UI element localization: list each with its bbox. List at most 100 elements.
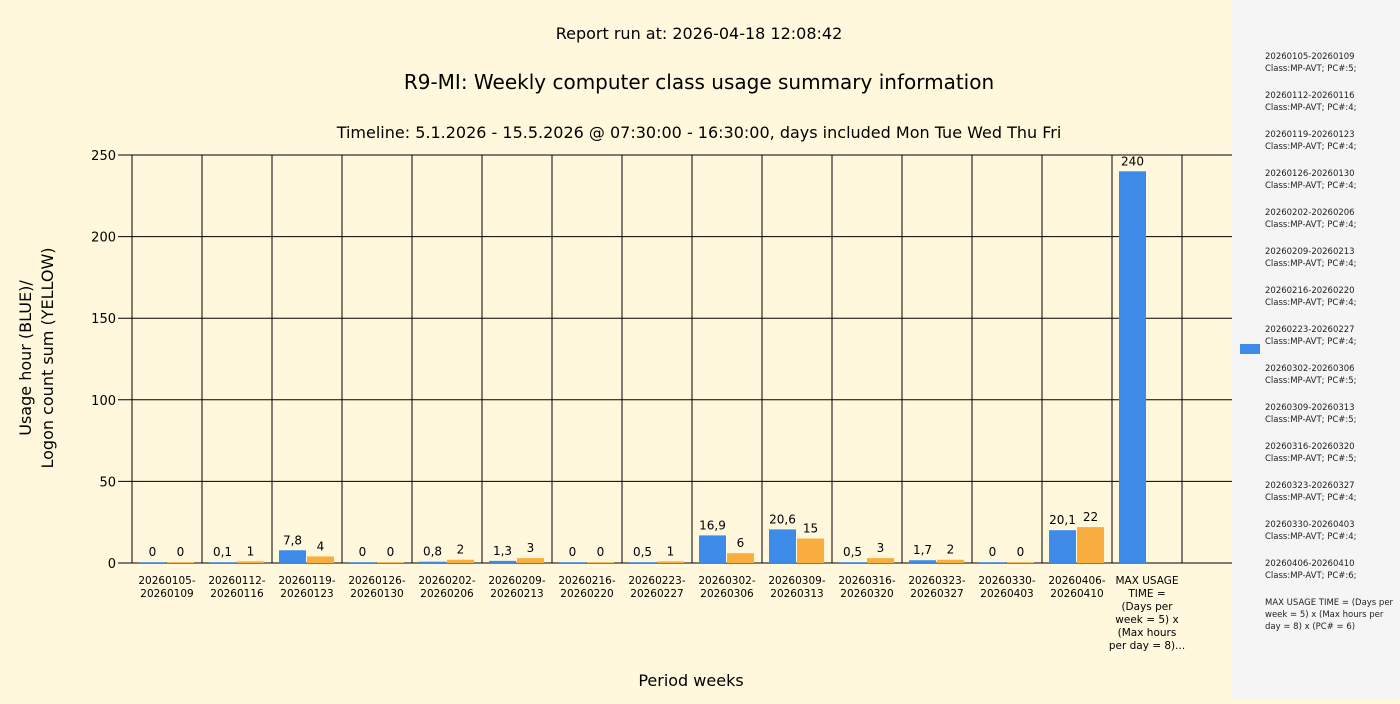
legend-entry-period: 20260202-20260206 <box>1265 208 1355 218</box>
logon-data-label: 0 <box>597 545 605 559</box>
logon-data-label: 3 <box>527 541 535 555</box>
legend-entry-info: Class:MP-AVT; PC#:4; <box>1265 259 1357 269</box>
logon-data-label: 0 <box>387 545 395 559</box>
x-tick-label-line: 20260130 <box>350 588 403 600</box>
x-tick-label-line: (Days per <box>1121 601 1173 613</box>
legend-entry: 20260105-20260109 Class:MP-AVT; PC#:5; <box>1265 51 1397 75</box>
logon-data-label: 2 <box>947 543 955 557</box>
legend-entry: 20260323-20260327 Class:MP-AVT; PC#:4; <box>1265 480 1397 504</box>
logon-data-label: 15 <box>803 522 818 536</box>
legend-entry-info: Class:MP-AVT; PC#:4; <box>1265 298 1357 308</box>
usage-data-label: 0 <box>149 545 157 559</box>
grid-layer <box>118 154 1232 564</box>
report-run-text: Report run at: 2026-04-18 12:08:42 <box>556 24 843 43</box>
legend-entry-period: 20260316-20260320 <box>1265 442 1355 452</box>
bar-usage-hours <box>699 535 726 563</box>
x-tick-label-line: 20260306 <box>700 588 754 600</box>
legend-entry-info: Class:MP-AVT; PC#:4; <box>1265 532 1357 542</box>
legend-entry: 20260330-20260403 Class:MP-AVT; PC#:4; <box>1265 519 1397 543</box>
logon-data-label: 1 <box>247 544 255 558</box>
x-tick-label: 20260105-20260109 <box>138 575 195 600</box>
legend-entry-info: Class:MP-AVT; PC#:5; <box>1265 64 1357 74</box>
x-tick-label-line: 20260403 <box>980 588 1033 600</box>
x-tick-label: 20260309-20260313 <box>768 575 825 600</box>
bar-logon-count <box>307 556 334 563</box>
x-tick-label: 20260323-20260327 <box>908 575 965 600</box>
logon-data-label: 4 <box>317 539 325 553</box>
x-tick-label-line: 20260302- <box>698 575 755 587</box>
usage-data-label: 1,3 <box>493 544 512 558</box>
legend-entry-period: 20260126-20260130 <box>1265 169 1355 179</box>
legend-entry: 20260316-20260320 Class:MP-AVT; PC#:5; <box>1265 441 1397 465</box>
logon-data-label: 6 <box>737 536 745 550</box>
legend-entry: 20260309-20260313 Class:MP-AVT; PC#:5; <box>1265 402 1397 426</box>
x-tick-label: 20260126-20260130 <box>348 575 405 600</box>
bar-usage-hours <box>489 560 516 563</box>
chart-subtitle: Timeline: 5.1.2026 - 15.5.2026 @ 07:30:0… <box>336 123 1062 142</box>
legend-entry: 20260202-20260206 Class:MP-AVT; PC#:4; <box>1265 207 1397 231</box>
usage-data-label: 240 <box>1121 154 1144 168</box>
legend-entry: 20260223-20260227 Class:MP-AVT; PC#:4; <box>1265 324 1397 348</box>
bar-logon-count <box>587 562 614 563</box>
legend-entry-period: 20260112-20260116 <box>1265 91 1355 101</box>
bars-layer <box>139 171 1146 563</box>
bar-usage-hours <box>769 529 796 563</box>
bar-usage-hours <box>209 562 236 563</box>
legend-entry-period: 20260209-20260213 <box>1265 247 1355 257</box>
legend-entry-period: 20260406-20260410 <box>1265 559 1355 569</box>
legend-entry-info: Class:MP-AVT; PC#:4; <box>1265 181 1357 191</box>
legend-entry-period: 20260216-20260220 <box>1265 286 1355 296</box>
chart-area: Report run at: 2026-04-18 12:08:42 R9-MI… <box>16 24 1232 690</box>
legend-entry-info: Class:MP-AVT; PC#:4; <box>1265 493 1357 503</box>
bar-usage-hours <box>349 562 376 563</box>
x-tick-label-line: week = 5) x <box>1115 614 1178 626</box>
x-tick-label: 20260202-20260206 <box>418 575 475 600</box>
bar-usage-hours <box>139 562 166 563</box>
x-tick-label-line: 20260406- <box>1048 575 1105 587</box>
legend-entry-period: 20260302-20260306 <box>1265 364 1355 374</box>
bar-logon-count <box>657 561 684 563</box>
legend-entry: 20260119-20260123 Class:MP-AVT; PC#:4; <box>1265 129 1397 153</box>
usage-data-label: 16,9 <box>699 518 726 532</box>
legend-entry: 20260302-20260306 Class:MP-AVT; PC#:5; <box>1265 363 1397 387</box>
x-tick-label: 20260216-20260220 <box>558 575 615 600</box>
legend-entry-period: 20260223-20260227 <box>1265 325 1355 335</box>
x-tick-label: 20260209-20260213 <box>488 575 545 600</box>
legend-entry-info: Class:MP-AVT; PC#:6; <box>1265 571 1357 581</box>
legend-entry-period: 20260119-20260123 <box>1265 130 1355 140</box>
legend-entry-info: Class:MP-AVT; PC#:5; <box>1265 454 1357 464</box>
bar-usage-hours <box>979 562 1006 563</box>
legend-entry-info: Class:MP-AVT; PC#:5; <box>1265 415 1357 425</box>
usage-data-label: 0,5 <box>633 545 652 559</box>
usage-data-label: 0,1 <box>213 545 232 559</box>
legend-entry-period: 20260330-20260403 <box>1265 520 1355 530</box>
y-tick-label: 0 <box>108 557 116 572</box>
bar-usage-hours <box>1119 171 1146 563</box>
x-tick-label: 20260330-20260403 <box>978 575 1035 600</box>
bar-logon-count <box>447 559 474 563</box>
legend-entry: 20260112-20260116 Class:MP-AVT; PC#:4; <box>1265 90 1397 114</box>
bar-logon-count <box>797 538 824 563</box>
x-tick-label-line: 20260213 <box>490 588 543 600</box>
x-tick-label-line: 20260216- <box>558 575 615 587</box>
legend-note: MAX USAGE TIME = (Days per week = 5) x (… <box>1265 598 1394 632</box>
x-tick-label: 20260223-20260227 <box>628 575 685 600</box>
x-tick-label-line: per day = 8)... <box>1109 640 1185 652</box>
bar-usage-hours <box>839 562 866 563</box>
bar-chart: Report run at: 2026-04-18 12:08:42 R9-MI… <box>16 24 1232 690</box>
legend-entry-info: Class:MP-AVT; PC#:5; <box>1265 376 1357 386</box>
x-tick-label-line: 20260209- <box>488 575 545 587</box>
bar-logon-count <box>937 559 964 563</box>
bar-logon-count <box>1077 527 1104 563</box>
y-tick-label: 150 <box>91 312 116 327</box>
bar-logon-count <box>377 562 404 563</box>
y-axis-label: Usage hour (BLUE)/ Logon count sum (YELL… <box>16 247 57 468</box>
x-tick-label: 20260119-20260123 <box>278 575 335 600</box>
logon-data-label: 0 <box>1017 545 1025 559</box>
legend-entry: 20260216-20260220 Class:MP-AVT; PC#:4; <box>1265 285 1397 309</box>
x-tick-label: 20260406-20260410 <box>1048 575 1105 600</box>
chart-title: R9-MI: Weekly computer class usage summa… <box>404 70 994 94</box>
bar-usage-hours <box>1049 530 1076 563</box>
bar-logon-count <box>237 561 264 563</box>
